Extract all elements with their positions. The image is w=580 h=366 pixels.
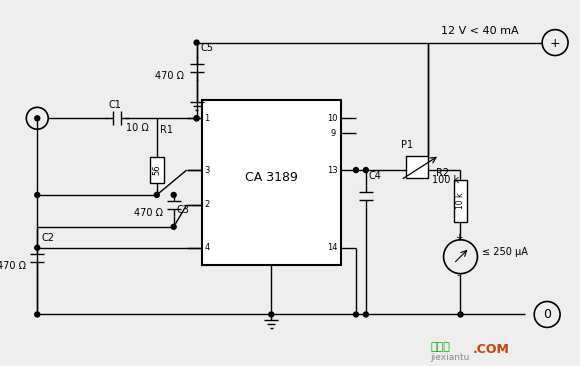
Text: C2: C2	[41, 233, 55, 243]
Text: +: +	[550, 37, 560, 50]
Text: 1: 1	[205, 114, 210, 123]
Text: CA 3189: CA 3189	[245, 171, 298, 184]
Text: .COM: .COM	[473, 343, 509, 356]
Text: 0: 0	[543, 308, 551, 321]
Circle shape	[194, 40, 199, 45]
Text: 100 k: 100 k	[432, 175, 459, 185]
Circle shape	[353, 312, 358, 317]
Circle shape	[35, 312, 40, 317]
Text: 2: 2	[205, 201, 210, 209]
Text: P1: P1	[401, 140, 413, 150]
Text: 470 Ω: 470 Ω	[155, 71, 184, 82]
Text: jiexiantu: jiexiantu	[430, 353, 470, 362]
Text: C3: C3	[177, 205, 190, 215]
Text: 56: 56	[153, 165, 161, 175]
Text: 13: 13	[327, 165, 338, 175]
Circle shape	[194, 116, 199, 121]
Text: 接线图: 接线图	[430, 342, 451, 352]
Circle shape	[269, 312, 274, 317]
Circle shape	[171, 193, 176, 197]
Text: R1: R1	[160, 125, 173, 135]
Text: +: +	[455, 233, 462, 242]
Bar	[406, 156, 427, 178]
Text: 10 Ω: 10 Ω	[126, 123, 148, 133]
Text: 14: 14	[327, 243, 338, 252]
Circle shape	[364, 312, 368, 317]
Circle shape	[154, 193, 160, 197]
Circle shape	[35, 193, 40, 197]
Text: 12 V < 40 mA: 12 V < 40 mA	[441, 26, 518, 36]
Text: -: -	[457, 271, 460, 280]
Circle shape	[353, 168, 358, 172]
Text: 9: 9	[330, 129, 335, 138]
Text: ≤ 250 μA: ≤ 250 μA	[483, 247, 528, 257]
Text: 10: 10	[327, 114, 338, 123]
Circle shape	[171, 224, 176, 229]
Text: R2: R2	[436, 168, 449, 178]
Circle shape	[364, 168, 368, 172]
Text: 470 Ω: 470 Ω	[134, 208, 163, 218]
Circle shape	[194, 116, 199, 121]
Bar	[202, 100, 341, 265]
Text: 470 Ω: 470 Ω	[0, 261, 27, 270]
Text: C1: C1	[109, 100, 122, 110]
Circle shape	[458, 312, 463, 317]
Circle shape	[35, 245, 40, 250]
Text: C5: C5	[201, 42, 213, 53]
Text: 4: 4	[205, 243, 210, 252]
Text: 3: 3	[205, 165, 210, 175]
Circle shape	[35, 116, 40, 121]
Bar	[150, 157, 164, 183]
Bar	[454, 180, 467, 222]
Text: C4: C4	[369, 171, 382, 181]
Text: 10 k: 10 k	[456, 193, 465, 209]
